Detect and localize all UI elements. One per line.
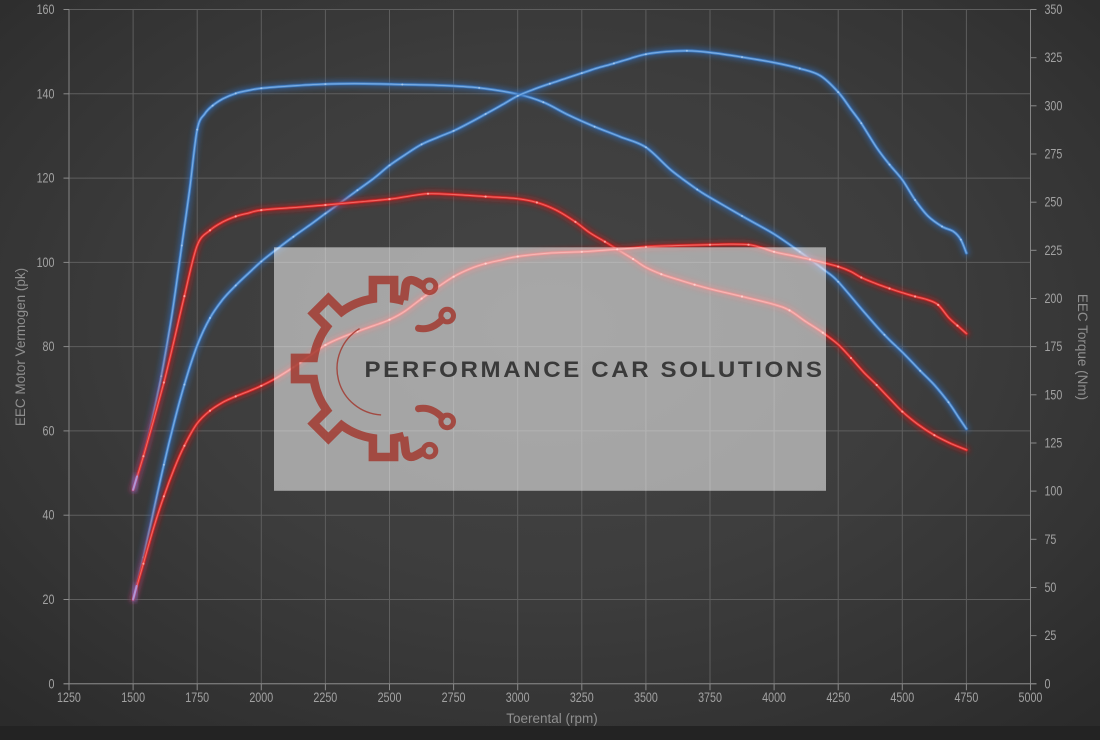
svg-text:2000: 2000 bbox=[249, 690, 273, 705]
svg-text:2750: 2750 bbox=[442, 690, 466, 705]
svg-text:80: 80 bbox=[43, 339, 55, 354]
svg-text:350: 350 bbox=[1044, 2, 1062, 17]
svg-text:0: 0 bbox=[1044, 676, 1050, 691]
svg-text:3000: 3000 bbox=[506, 690, 530, 705]
svg-text:4000: 4000 bbox=[762, 690, 786, 705]
svg-text:120: 120 bbox=[37, 170, 55, 185]
svg-text:200: 200 bbox=[1044, 291, 1062, 306]
svg-text:150: 150 bbox=[1044, 387, 1062, 402]
svg-text:Toerental (rpm): Toerental (rpm) bbox=[506, 711, 598, 726]
svg-text:5000: 5000 bbox=[1019, 690, 1043, 705]
svg-text:EEC Motor Vermogen (pk): EEC Motor Vermogen (pk) bbox=[13, 268, 28, 426]
svg-text:325: 325 bbox=[1044, 50, 1062, 65]
svg-text:75: 75 bbox=[1044, 532, 1056, 547]
svg-text:100: 100 bbox=[1044, 483, 1062, 498]
svg-text:EEC Torque (Nm): EEC Torque (Nm) bbox=[1075, 294, 1090, 400]
svg-text:300: 300 bbox=[1044, 98, 1062, 113]
svg-text:0: 0 bbox=[49, 676, 55, 691]
svg-text:50: 50 bbox=[1044, 580, 1056, 595]
svg-text:275: 275 bbox=[1044, 146, 1062, 161]
svg-text:140: 140 bbox=[37, 86, 55, 101]
svg-text:225: 225 bbox=[1044, 243, 1062, 258]
svg-text:40: 40 bbox=[43, 508, 55, 523]
svg-text:4250: 4250 bbox=[826, 690, 850, 705]
svg-text:PERFORMANCE CAR SOLUTIONS: PERFORMANCE CAR SOLUTIONS bbox=[365, 357, 825, 382]
svg-text:2250: 2250 bbox=[313, 690, 337, 705]
svg-text:1500: 1500 bbox=[121, 690, 145, 705]
svg-text:2500: 2500 bbox=[378, 690, 402, 705]
svg-text:175: 175 bbox=[1044, 339, 1062, 354]
svg-text:20: 20 bbox=[43, 592, 55, 607]
svg-text:4500: 4500 bbox=[890, 690, 914, 705]
svg-text:3500: 3500 bbox=[634, 690, 658, 705]
svg-text:60: 60 bbox=[43, 423, 55, 438]
svg-text:3250: 3250 bbox=[570, 690, 594, 705]
svg-text:1250: 1250 bbox=[57, 690, 81, 705]
svg-text:3750: 3750 bbox=[698, 690, 722, 705]
svg-text:160: 160 bbox=[37, 2, 55, 17]
svg-text:100: 100 bbox=[37, 255, 55, 270]
svg-text:25: 25 bbox=[1044, 628, 1056, 643]
svg-text:1750: 1750 bbox=[185, 690, 209, 705]
svg-text:250: 250 bbox=[1044, 195, 1062, 210]
svg-text:4750: 4750 bbox=[954, 690, 978, 705]
svg-text:125: 125 bbox=[1044, 435, 1062, 450]
